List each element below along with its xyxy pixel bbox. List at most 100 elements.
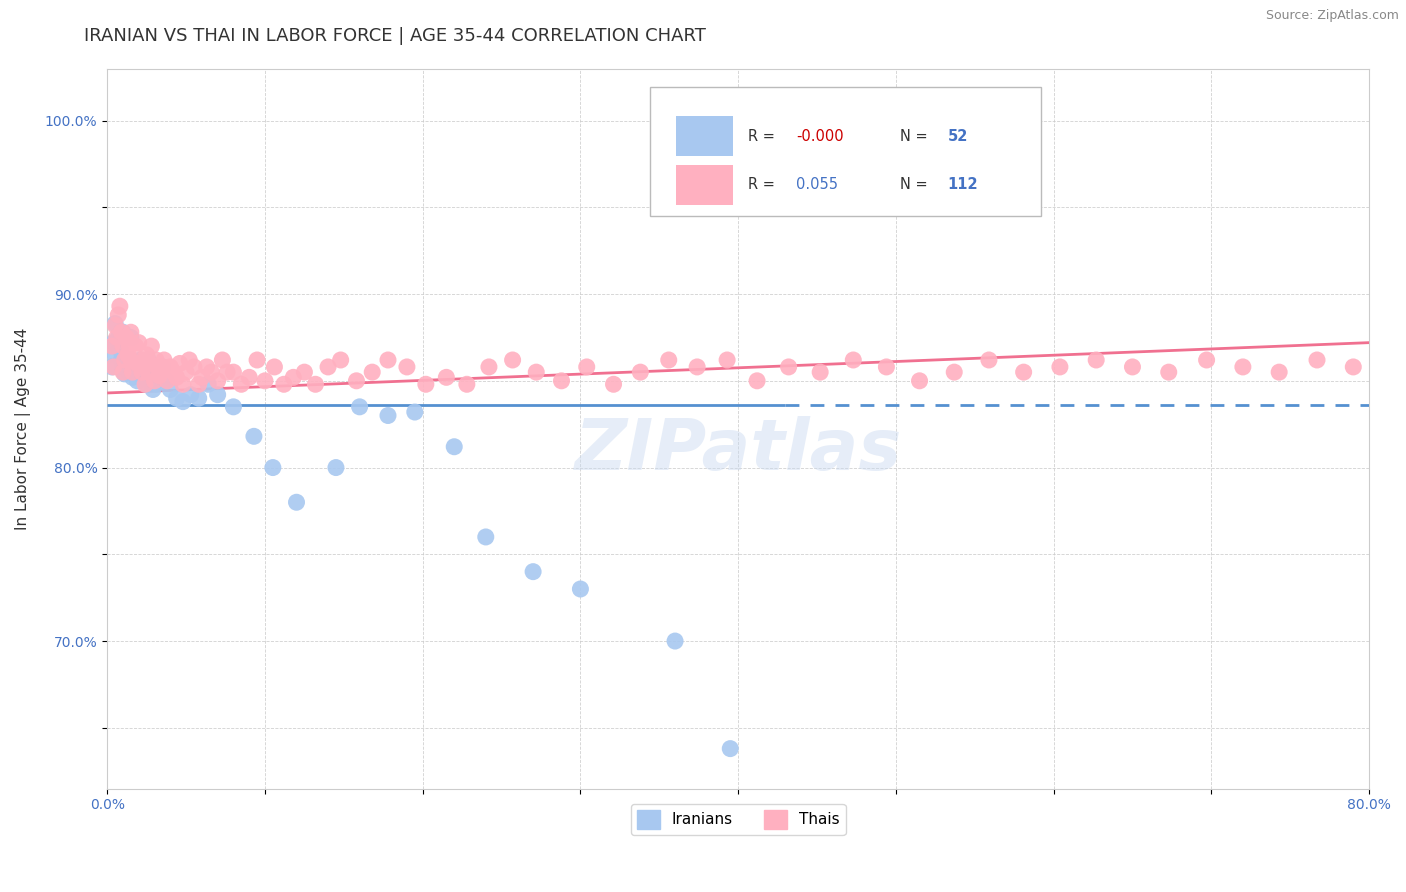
Point: [131, 359, 153, 374]
Point: [141, 339, 163, 353]
Point: [146, 359, 169, 374]
Point: [658, 353, 681, 368]
Point: [107, 308, 129, 322]
Point: [1085, 353, 1108, 368]
Point: [1232, 359, 1254, 374]
Point: [111, 365, 134, 379]
Point: [166, 370, 188, 384]
Point: [120, 330, 142, 344]
FancyBboxPatch shape: [650, 87, 1040, 216]
Text: 0.055: 0.055: [796, 178, 838, 193]
Point: [134, 370, 156, 384]
Point: [238, 370, 260, 384]
Point: [148, 365, 170, 379]
Point: [121, 370, 143, 384]
Point: [718, 741, 741, 756]
Point: [127, 374, 149, 388]
Point: [120, 353, 142, 368]
Point: [1306, 353, 1329, 368]
Point: [745, 374, 768, 388]
Point: [304, 377, 326, 392]
Point: [180, 387, 202, 401]
Legend: Iranians, Thais: Iranians, Thais: [631, 804, 845, 835]
Point: [908, 374, 931, 388]
Text: R =: R =: [748, 178, 785, 193]
Point: [569, 582, 592, 596]
Point: [135, 348, 157, 362]
Point: [550, 374, 572, 388]
Point: [253, 374, 276, 388]
Point: [456, 377, 478, 392]
Point: [159, 359, 181, 374]
Point: [120, 353, 142, 368]
Point: [148, 368, 170, 383]
Point: [686, 359, 709, 374]
Point: [187, 391, 209, 405]
Point: [217, 365, 239, 379]
Point: [132, 353, 155, 368]
Point: [179, 353, 201, 368]
Point: [522, 565, 544, 579]
Point: [172, 377, 194, 392]
Point: [273, 377, 295, 392]
Point: [415, 377, 437, 392]
Point: [716, 353, 738, 368]
Point: [325, 460, 347, 475]
Point: [285, 495, 308, 509]
Point: [166, 391, 188, 405]
Point: [152, 359, 174, 374]
Point: [524, 365, 547, 379]
Point: [664, 634, 686, 648]
Text: 52: 52: [948, 128, 967, 144]
Point: [211, 353, 233, 368]
Point: [377, 353, 399, 368]
Point: [105, 330, 128, 344]
Point: [316, 359, 339, 374]
Point: [183, 359, 205, 374]
Point: [155, 374, 177, 388]
Point: [127, 356, 149, 370]
Point: [152, 359, 174, 374]
Point: [222, 400, 245, 414]
Point: [222, 365, 245, 379]
Point: [187, 377, 209, 392]
Point: [1268, 365, 1291, 379]
Point: [977, 353, 1000, 368]
Point: [808, 365, 831, 379]
Point: [135, 377, 157, 392]
Point: [104, 348, 127, 362]
Point: [283, 370, 305, 384]
Point: [108, 343, 131, 357]
Point: [103, 359, 125, 374]
Point: [104, 317, 127, 331]
Point: [246, 353, 269, 368]
Point: [156, 374, 179, 388]
Bar: [676, 165, 733, 205]
Point: [377, 409, 399, 423]
Point: [111, 339, 134, 353]
Point: [108, 299, 131, 313]
Point: [120, 325, 142, 339]
Point: [118, 339, 141, 353]
Point: [162, 365, 184, 379]
Point: [159, 383, 181, 397]
Point: [1121, 359, 1143, 374]
Point: [110, 325, 132, 339]
Point: [262, 460, 284, 475]
Text: ZIPatlas: ZIPatlas: [575, 416, 901, 484]
Point: [131, 365, 153, 379]
Point: [191, 370, 214, 384]
Point: [124, 365, 146, 379]
Point: [121, 365, 143, 379]
Point: [875, 359, 897, 374]
Point: [502, 353, 524, 368]
Point: [349, 400, 371, 414]
Point: [117, 359, 139, 374]
Point: [292, 365, 315, 379]
Point: [103, 335, 125, 350]
Point: [231, 377, 253, 392]
Point: [475, 530, 498, 544]
Text: 112: 112: [948, 178, 979, 193]
Point: [118, 365, 141, 379]
Point: [628, 365, 651, 379]
